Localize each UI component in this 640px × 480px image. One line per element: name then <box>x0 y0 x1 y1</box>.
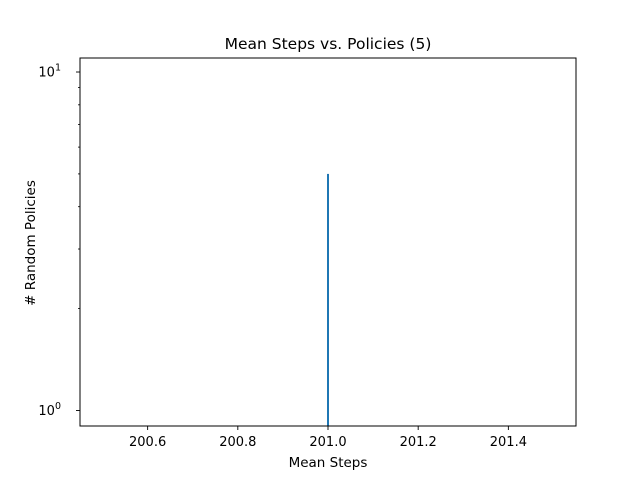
plot-area: 100 101 200.6 200.8 201.0 201.2 201.4 <box>38 57 577 450</box>
y-tick-label: 100 <box>38 401 61 419</box>
chart-title: Mean Steps vs. Policies (5) <box>225 35 432 53</box>
x-tick-label: 200.6 <box>129 435 166 450</box>
x-tick-label: 200.8 <box>219 435 256 450</box>
histogram-bar <box>327 173 329 426</box>
y-tick-label: 101 <box>38 63 61 81</box>
x-axis-label: Mean Steps <box>289 455 368 471</box>
axes-frame <box>79 57 577 427</box>
y-axis-label: # Random Policies <box>23 180 39 306</box>
x-tick-label: 201.2 <box>400 435 437 450</box>
x-tick-label: 201.4 <box>490 435 527 450</box>
x-tick-label: 201.0 <box>309 435 346 450</box>
